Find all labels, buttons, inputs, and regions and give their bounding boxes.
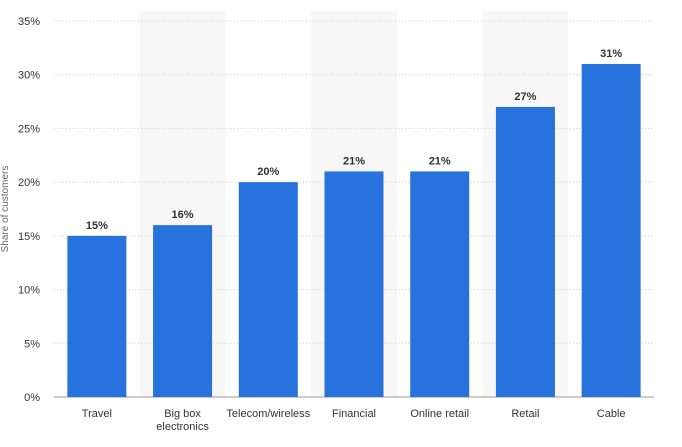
- y-tick-label: 35%: [18, 16, 40, 28]
- x-tick-label: Online retail: [410, 408, 469, 420]
- bar[interactable]: [67, 235, 127, 397]
- y-axis-title: Share of customers: [0, 166, 11, 253]
- x-tick-label: Financial: [332, 408, 376, 420]
- data-label: 16%: [172, 209, 194, 221]
- x-tick-label: Retail: [511, 408, 539, 420]
- y-tick-label: 15%: [18, 231, 40, 243]
- y-tick-label: 30%: [18, 70, 40, 82]
- data-label: 27%: [514, 91, 536, 103]
- y-tick-label: 25%: [18, 123, 40, 135]
- bar[interactable]: [238, 182, 298, 397]
- data-label: 31%: [600, 48, 622, 60]
- x-tick-label: Telecom/wireless: [226, 408, 310, 420]
- x-tick-label: Big box electronics: [156, 408, 209, 433]
- x-tick-label: Cable: [597, 408, 626, 420]
- bar[interactable]: [495, 106, 555, 397]
- y-tick-label: 10%: [18, 285, 40, 297]
- data-label: 21%: [429, 155, 451, 167]
- y-tick-label: 0%: [24, 392, 40, 404]
- y-tick-label: 20%: [18, 177, 40, 189]
- bar[interactable]: [324, 171, 384, 397]
- bar-layer: [67, 63, 641, 397]
- data-label: 15%: [86, 220, 108, 232]
- y-tick-layer: 0% 5% 10% 15% 20% 25% 30% 35%: [18, 16, 40, 404]
- x-tick-label: Travel: [82, 408, 112, 420]
- data-label-layer: 15% 16% 20% 21% 21% 27% 31%: [86, 48, 623, 232]
- data-label: 20%: [257, 166, 279, 178]
- bar[interactable]: [410, 171, 470, 397]
- bar[interactable]: [581, 63, 641, 397]
- y-tick-label: 5%: [24, 338, 40, 350]
- bar[interactable]: [153, 225, 213, 397]
- data-label: 21%: [343, 155, 365, 167]
- x-label-layer: Travel Big box electronics Telecom/wireless…: [82, 408, 626, 433]
